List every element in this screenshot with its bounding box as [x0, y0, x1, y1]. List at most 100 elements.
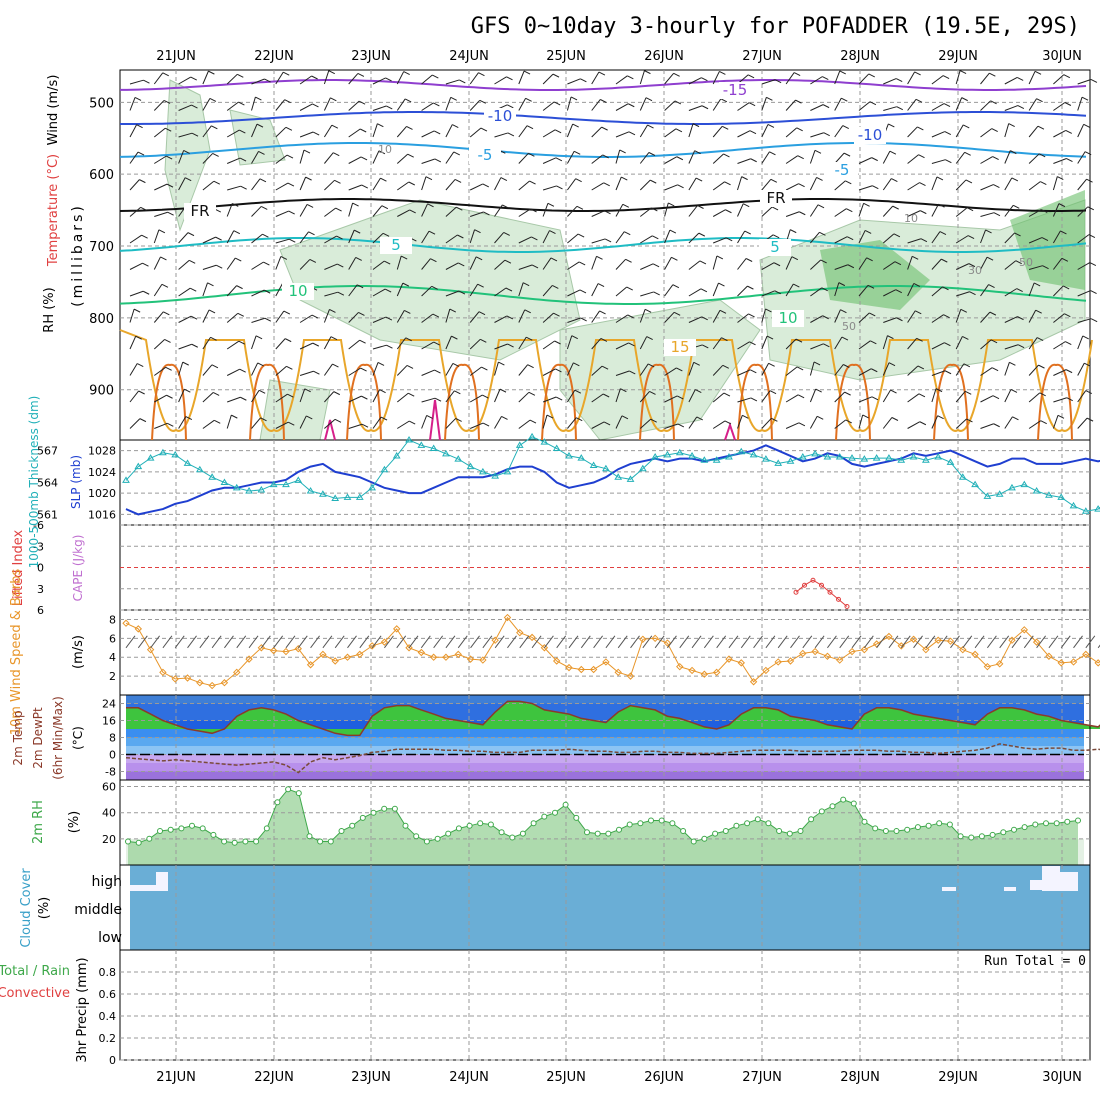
wind-barb-flag [1066, 158, 1073, 162]
wind-barb-flag [935, 388, 943, 393]
wind-barb-flag [992, 156, 999, 160]
wind-barb-flag [378, 150, 386, 155]
wind-barb [469, 338, 481, 350]
wind-barb [664, 257, 672, 270]
wind-barb-flag [432, 74, 439, 79]
wind-barb-flag [918, 154, 925, 159]
wind-barb [955, 418, 967, 429]
wind-barb-flag [919, 421, 927, 426]
wind-barb [737, 415, 743, 429]
wind-barb [129, 336, 137, 350]
wind-barb-flag [1065, 369, 1073, 374]
wind-barb-flag [523, 70, 531, 75]
wind-barb-flag [725, 209, 732, 214]
wind-barb-flag [305, 176, 312, 181]
wind-barb [445, 151, 455, 164]
wind-barb-flag [645, 97, 653, 102]
wind10-barb [470, 635, 480, 649]
wind-barb [712, 153, 724, 164]
wind-barb [882, 150, 891, 164]
wind-barb-flag [742, 414, 749, 419]
temp-band [126, 754, 1084, 763]
temp-ylabel-a: 2m Temp [11, 710, 25, 765]
wind-barb [566, 389, 576, 403]
wind-barb [785, 366, 798, 376]
wind-barb [955, 390, 966, 403]
wind10-point [676, 662, 684, 671]
wind-barb-flag [335, 207, 342, 212]
rh2m-point [573, 814, 580, 821]
wind-barb [615, 370, 630, 376]
wind10-barb [273, 635, 284, 649]
wind10-barb [1011, 635, 1022, 649]
wind10-barb [334, 635, 345, 649]
wind-barb [226, 230, 235, 244]
wind-barb-flag [382, 232, 390, 237]
wind-barb-flag [333, 391, 341, 396]
wind-barb-flag [502, 204, 509, 209]
slp-tick: 1028 [88, 445, 116, 458]
wind-barb-flag [1038, 364, 1045, 369]
wind-barb-flag [722, 125, 729, 130]
wind-barb-flag [554, 340, 561, 345]
thickness-point [1020, 480, 1029, 488]
wind-barb [1004, 77, 1018, 85]
wind-barb [251, 78, 265, 85]
wind-barb-flag [142, 290, 150, 295]
wind-barb-flag [796, 127, 803, 132]
wind-barb [153, 311, 164, 323]
wind-barb-flag [959, 70, 967, 75]
wind10-point [983, 662, 992, 671]
wind-barb-flag [361, 184, 369, 189]
wind10-barb [814, 635, 825, 649]
wind-barb-flag [790, 229, 797, 234]
wind-barb-flag [652, 235, 659, 240]
wind-barb [591, 238, 606, 244]
wind-barb [421, 130, 435, 138]
rh2m-point [658, 817, 665, 824]
wind-barb-flag [434, 158, 442, 163]
wind-barb-flag [190, 315, 198, 320]
wind10-point [306, 661, 315, 669]
wind-barb-flag [529, 419, 537, 424]
wind-barb-flag [454, 390, 461, 395]
wind10-barb [433, 635, 444, 649]
thickness-point [331, 494, 340, 501]
wind-barb-flag [478, 72, 485, 77]
wind-barb [542, 101, 555, 111]
wind-barb [615, 176, 622, 191]
wind-barb [421, 102, 434, 111]
wind-barb-flag [888, 362, 896, 367]
wind-barb-flag [357, 73, 365, 77]
wind-barb [907, 310, 916, 323]
lifted-index-point [819, 582, 824, 588]
rh2m-point [637, 820, 644, 827]
wind10-point [331, 657, 339, 665]
wind-barb [664, 367, 677, 376]
wind-barb [251, 233, 263, 244]
wind-barb [275, 238, 290, 244]
wind10-barb [371, 635, 382, 649]
rh-contour-label: 30 [968, 264, 982, 277]
wind-barb-flag [823, 132, 830, 137]
wind-barb [980, 367, 993, 376]
wind-barb [931, 75, 944, 85]
wind10-barb [913, 635, 923, 649]
wind-barb-flag [719, 309, 727, 314]
wind10-barb [1036, 635, 1047, 649]
wind10-point [257, 644, 266, 652]
wind-barb-flag [531, 264, 539, 269]
wind-barb [178, 76, 191, 85]
wind10-point [1069, 658, 1078, 666]
temp-band [126, 695, 1084, 704]
thickness-point [712, 456, 721, 463]
wind-barb [542, 312, 554, 323]
thickness-point [528, 432, 536, 440]
wind-barb [226, 129, 240, 138]
wind-barb [202, 282, 208, 297]
rh2m-point [231, 839, 238, 846]
date-label-top: 22JUN [254, 49, 294, 64]
wind-barb-flag [1008, 123, 1015, 128]
wind-barb-flag [745, 258, 753, 262]
upper-ylabel-temp: Temperature (°C) [46, 154, 61, 267]
